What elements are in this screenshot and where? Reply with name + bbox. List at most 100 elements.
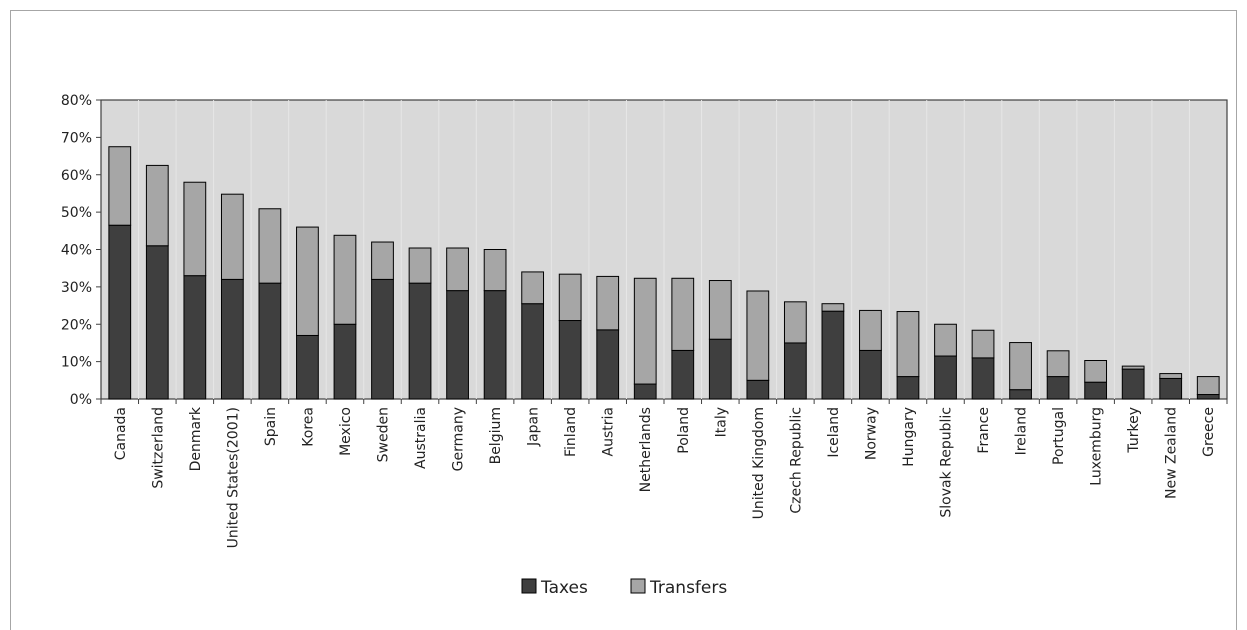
bar-transfers	[596, 275, 620, 331]
category-label: Australia	[413, 407, 429, 469]
bar-transfers	[783, 301, 807, 344]
bar-transfers	[859, 309, 882, 351]
bar-transfers	[821, 303, 845, 312]
bar-taxes	[145, 245, 169, 400]
category-label: United States(2001)	[225, 407, 241, 548]
legend-label: Transfers	[649, 578, 727, 598]
bar-taxes	[408, 282, 432, 400]
category-label: Netherlands	[638, 407, 654, 492]
category-label: Japan	[526, 407, 542, 447]
category-label: Norway	[863, 407, 879, 460]
category-label: Ireland	[1014, 407, 1030, 455]
legend-swatch	[630, 578, 646, 594]
bar-transfers	[483, 249, 507, 292]
category-label: Sweden	[376, 407, 392, 462]
bar-transfers	[1084, 360, 1108, 383]
bar-transfers	[183, 181, 207, 277]
bar-transfers	[145, 164, 169, 247]
bar-transfers	[1196, 376, 1220, 396]
bar-taxes	[371, 278, 394, 400]
bar-transfers	[746, 290, 770, 381]
category-label: United Kingdom	[751, 407, 767, 519]
category-label: Portugal	[1051, 407, 1067, 465]
category-label: Turkey	[1126, 407, 1142, 454]
category-label: Denmark	[188, 406, 204, 471]
bar-taxes	[1196, 394, 1220, 400]
bar-transfers	[333, 234, 357, 325]
bar-transfers	[1121, 365, 1145, 370]
category-label: Germany	[451, 407, 467, 471]
bar-transfers	[446, 247, 469, 292]
legend-swatch	[521, 578, 537, 594]
bar-taxes	[1121, 368, 1145, 400]
bar-taxes	[1009, 389, 1032, 400]
y-tick-label: 70%	[61, 130, 92, 146]
bar-taxes	[1159, 377, 1183, 400]
category-label: Finland	[563, 407, 579, 457]
bar-taxes	[521, 303, 545, 400]
bar-transfers	[521, 271, 545, 305]
bar-transfers	[708, 280, 732, 340]
bar-transfers	[671, 277, 695, 351]
bar-transfers	[934, 323, 957, 357]
y-tick-label: 40%	[61, 243, 92, 259]
bar-taxes	[108, 224, 132, 400]
category-label: Iceland	[826, 407, 842, 458]
y-tick-label: 50%	[61, 205, 92, 221]
category-label: Poland	[676, 407, 692, 454]
y-tick-label: 30%	[61, 280, 92, 296]
bar-taxes	[746, 379, 770, 400]
bar-transfers	[896, 311, 920, 378]
bar-taxes	[783, 342, 807, 400]
bar-transfers	[220, 193, 244, 280]
category-label: Luxemburg	[1089, 407, 1105, 486]
bar-taxes	[446, 290, 469, 400]
bar-transfers	[558, 273, 582, 322]
bar-transfers	[1009, 342, 1032, 391]
category-label: Switzerland	[150, 407, 166, 489]
category-label: Spain	[263, 407, 279, 446]
category-label: France	[976, 407, 992, 454]
bar-taxes	[708, 338, 732, 400]
bar-transfers	[258, 208, 282, 284]
bar-transfers	[296, 226, 319, 336]
bar-taxes	[821, 310, 845, 400]
bar-taxes	[296, 334, 319, 400]
y-tick-label: 80%	[61, 93, 92, 109]
y-tick-label: 20%	[61, 317, 92, 333]
bar-taxes	[596, 329, 620, 400]
category-label: Italy	[713, 407, 729, 437]
bar-transfers	[108, 146, 132, 226]
category-label: Slovak Republic	[939, 407, 955, 518]
bar-taxes	[671, 349, 695, 400]
bar-taxes	[934, 355, 957, 400]
category-label: Austria	[601, 407, 617, 456]
bar-taxes	[558, 320, 582, 400]
bar-taxes	[183, 275, 207, 400]
bar-taxes	[483, 290, 507, 400]
y-tick-label: 0%	[70, 392, 92, 408]
category-label: Korea	[300, 407, 316, 447]
bar-taxes	[633, 383, 657, 400]
y-tick-label: 60%	[61, 168, 92, 184]
bar-transfers	[1046, 350, 1070, 378]
category-label: New Zealand	[1164, 407, 1180, 499]
bar-transfers	[371, 241, 394, 280]
bar-taxes	[1046, 376, 1070, 400]
bar-taxes	[971, 357, 995, 400]
bar-taxes	[1084, 381, 1108, 400]
bar-transfers	[1159, 373, 1183, 379]
category-label: Canada	[113, 407, 129, 460]
bar-taxes	[333, 323, 357, 400]
category-label: Czech Republic	[788, 407, 804, 514]
y-tick-label: 10%	[61, 355, 92, 371]
category-label: Mexico	[338, 407, 354, 456]
bar-taxes	[258, 282, 282, 400]
bar-transfers	[633, 277, 657, 385]
bar-taxes	[859, 349, 882, 400]
category-label: Greece	[1201, 407, 1217, 457]
bar-taxes	[896, 376, 920, 400]
legend-label: Taxes	[540, 578, 588, 598]
bar-transfers	[408, 247, 432, 284]
